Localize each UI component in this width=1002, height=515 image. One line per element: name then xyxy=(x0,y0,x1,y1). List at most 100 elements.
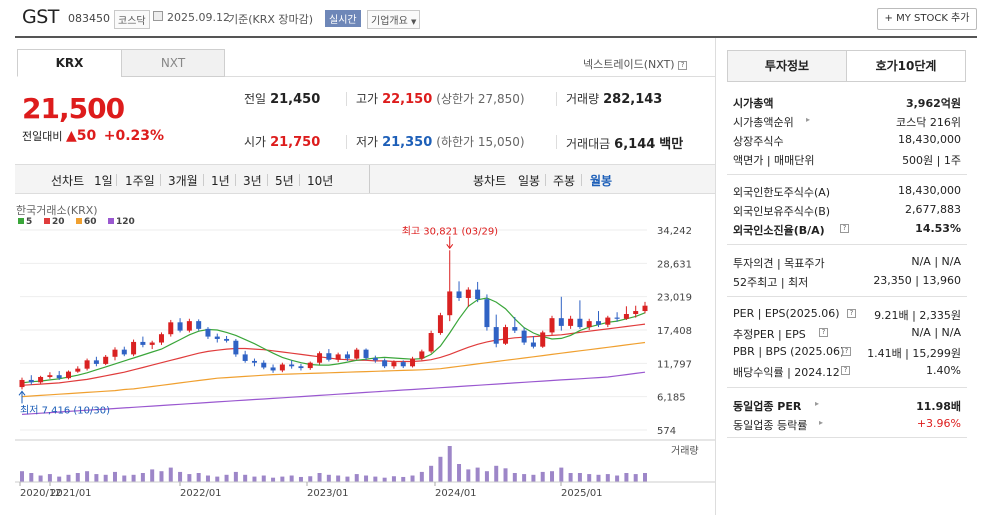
change-rate: +0.23% xyxy=(103,128,165,144)
candle-body xyxy=(38,376,44,383)
help-icon[interactable]: ? xyxy=(819,328,828,337)
volume-bar xyxy=(168,467,173,482)
period-weekly[interactable]: 주봉 xyxy=(553,174,576,188)
price-chart[interactable]: 한국거래소(KRX) 5 20 60 120 34,242 28,631 23,019 17… xyxy=(15,200,715,515)
candle-body xyxy=(540,332,546,347)
candle-body xyxy=(391,362,397,367)
candle-body xyxy=(493,327,499,344)
period-3year[interactable]: 3년 xyxy=(243,174,262,188)
volume: 거래량 282,143 xyxy=(566,90,662,107)
tab-nxt[interactable]: NXT xyxy=(121,49,225,77)
period-10year[interactable]: 10년 xyxy=(307,174,334,188)
realtime-badge[interactable]: 실시간 xyxy=(325,10,361,27)
candle-body xyxy=(623,314,629,319)
tab-underline xyxy=(225,76,715,77)
help-icon[interactable]: ? xyxy=(678,61,688,70)
tab-investment-info[interactable]: 투자정보 xyxy=(727,50,847,82)
volume-bar xyxy=(243,474,248,482)
volume-bar xyxy=(503,468,508,482)
chart-title: 한국거래소(KRX) xyxy=(16,204,98,217)
volume-bar xyxy=(457,464,462,482)
volume-bar xyxy=(401,476,406,482)
tab-krx[interactable]: KRX xyxy=(17,49,122,77)
y-tick-label: 574 xyxy=(657,426,676,437)
volume-bar xyxy=(326,474,331,482)
volume-bar xyxy=(550,471,555,482)
period-monthly[interactable]: 월봉 xyxy=(590,174,613,188)
volume-bar xyxy=(559,467,564,482)
volume-bar xyxy=(224,474,229,482)
chart-grid xyxy=(15,229,715,441)
candle-body xyxy=(437,315,443,334)
candle-body xyxy=(642,305,648,312)
period-1week[interactable]: 1주일 xyxy=(125,174,155,188)
volume-bar xyxy=(475,467,480,482)
sector-per-label: 동일업종 PER xyxy=(733,400,802,413)
legend-label: 60 xyxy=(84,217,97,227)
help-icon[interactable]: ? xyxy=(841,366,850,375)
volume-bar xyxy=(484,471,489,482)
week52-row: 52주최고 | 최저 23,350 | 13,960 xyxy=(733,272,961,291)
candle-body xyxy=(158,334,164,343)
help-icon[interactable]: ? xyxy=(847,309,856,318)
foreign-hold-label: 외국인보유주식수(B) xyxy=(733,205,831,218)
stock-name: GST xyxy=(22,6,59,28)
divider xyxy=(116,174,117,186)
calendar-icon xyxy=(153,11,163,21)
volume-bar xyxy=(373,476,378,482)
tab-hoga-10[interactable]: 호가10단계 xyxy=(846,50,966,82)
help-icon[interactable]: ? xyxy=(840,224,849,233)
volume-bar xyxy=(47,474,52,482)
pbr-label: PBR | BPS (2025.06) xyxy=(733,345,845,358)
sector-per-row[interactable]: 동일업종 PER ▸ 11.98배 xyxy=(733,396,961,415)
candle-body xyxy=(121,349,127,355)
foreign-hold-row: 외국인보유주식수(B) 2,677,883 xyxy=(733,201,961,220)
candle-body xyxy=(177,322,183,331)
per-row: PER | EPS(2025.06)? 9.21배 | 2,335원 xyxy=(733,305,961,324)
volume-bar xyxy=(85,471,90,482)
sector-rate-value: +3.96% xyxy=(916,417,961,430)
nxt-link[interactable]: 넥스트레이드(NXT) ? xyxy=(583,56,688,72)
help-icon[interactable]: ? xyxy=(842,347,851,356)
face-value-value: 500원 | 1주 xyxy=(902,154,961,167)
period-1year[interactable]: 1년 xyxy=(211,174,230,188)
open-label: 시가 xyxy=(244,135,267,149)
period-3month[interactable]: 3개월 xyxy=(168,174,198,188)
volume-bar xyxy=(512,473,517,482)
market-cap-rank-row[interactable]: 시가총액순위 ▸ 코스닥 216위 xyxy=(733,112,961,131)
chevron-right-icon: ▸ xyxy=(806,115,811,124)
volume-bar xyxy=(298,476,303,482)
legend-label: 20 xyxy=(52,217,65,227)
sector-rate-row[interactable]: 동일업종 등락률 ▸ +3.96% xyxy=(733,415,961,434)
volume-bar xyxy=(577,473,582,482)
volume-bar xyxy=(140,473,145,482)
my-stock-add-button[interactable]: + MY STOCK 추가 xyxy=(877,8,977,30)
candle-body xyxy=(428,333,434,352)
market-cap-row: 시가총액 3,962억원 xyxy=(733,93,961,112)
legend-label: 120 xyxy=(116,217,135,227)
divider xyxy=(727,387,967,388)
x-tick-label: 2021/01 xyxy=(50,488,92,499)
lower-limit: (하한가 15,050) xyxy=(436,135,525,149)
period-daily[interactable]: 일봉 xyxy=(518,174,541,188)
volume-bar xyxy=(624,473,629,482)
max-arrowhead xyxy=(446,244,454,250)
per-value: 9.21배 | 2,335원 xyxy=(874,309,961,322)
change-value: 50 xyxy=(76,128,97,144)
candle-body xyxy=(354,349,360,359)
company-overview-dropdown[interactable]: 기업개요 ▼ xyxy=(367,10,421,29)
listed-shares-value: 18,430,000 xyxy=(898,133,961,146)
divider xyxy=(346,92,347,106)
candle-body xyxy=(465,289,471,298)
change-label: 전일대비 xyxy=(22,130,63,143)
market-cap-rank-value: 코스닥 216위 xyxy=(896,116,961,129)
y-tick-label: 23,019 xyxy=(657,293,692,304)
period-5year[interactable]: 5년 xyxy=(275,174,294,188)
candle-body xyxy=(289,364,295,367)
volume-bar xyxy=(112,471,117,482)
volume-bar xyxy=(66,474,71,482)
candle-body xyxy=(568,318,574,326)
candle-body xyxy=(279,364,285,371)
period-1day[interactable]: 1일 xyxy=(94,174,113,188)
